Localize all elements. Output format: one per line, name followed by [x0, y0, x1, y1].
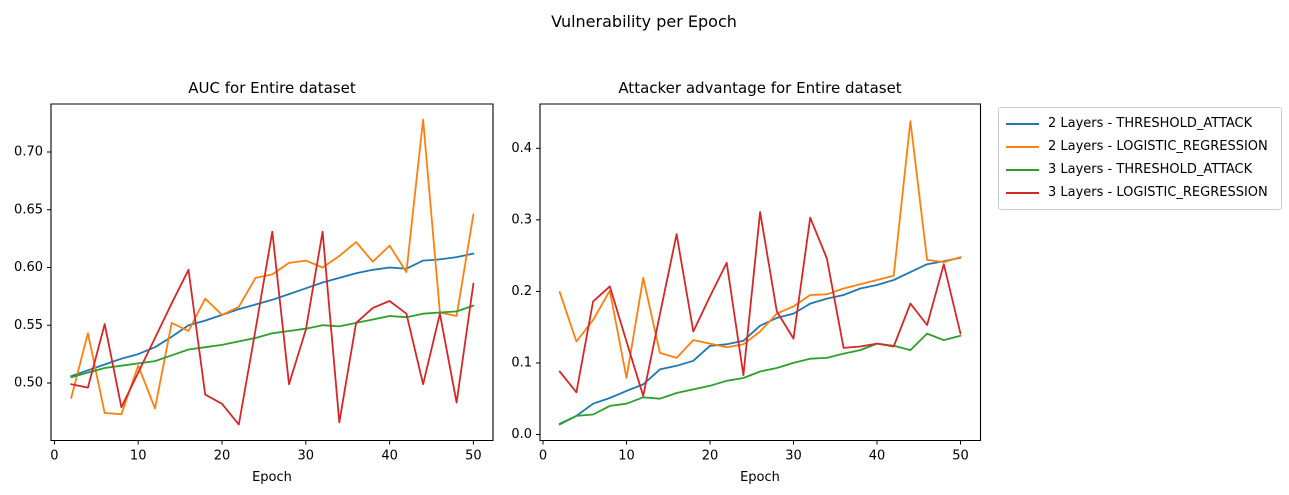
chart-0-line-2-layers-threshold-attack [70, 252, 475, 377]
chart-1-line-2-layers-threshold-attack [558, 256, 962, 425]
legend-item-label: 3 Layers - THRESHOLD_ATTACK [1048, 162, 1253, 177]
right-chart-xlabel: Epoch [740, 470, 780, 485]
legend-item-label: 2 Layers - THRESHOLD_ATTACK [1048, 116, 1253, 131]
legend-item: 3 Layers - THRESHOLD_ATTACK [1006, 158, 1275, 181]
x-tick-label: 50 [952, 449, 969, 464]
chart-1-line-2-layers-logistic-regression [558, 120, 962, 379]
legend: 2 Layers - THRESHOLD_ATTACK 2 Layers - L… [998, 107, 1282, 210]
right-chart-title: Attacker advantage for Entire dataset [618, 79, 902, 97]
legend-line-sample [1006, 191, 1039, 194]
chart-0-line-3-layers-logistic-regression [70, 230, 475, 426]
x-tick-label: 40 [869, 449, 886, 464]
y-tick-label: 0.1 [511, 355, 532, 370]
y-tick-label: 0.65 [14, 202, 43, 217]
legend-item-label: 3 Layers - LOGISTIC_REGRESSION [1048, 185, 1268, 200]
figure-title: Vulnerability per Epoch [551, 12, 737, 31]
chart-0-spines [50, 103, 494, 442]
chart-1-line-3-layers-logistic-regression [558, 211, 962, 397]
legend-item: 2 Layers - THRESHOLD_ATTACK [1006, 112, 1275, 135]
x-tick-label: 40 [381, 449, 398, 464]
x-tick-label: 30 [298, 449, 315, 464]
x-tick-label: 10 [130, 449, 147, 464]
legend-item: 2 Layers - LOGISTIC_REGRESSION [1006, 135, 1275, 158]
legend-line-sample [1006, 168, 1039, 171]
x-tick-label: 20 [702, 449, 719, 464]
x-tick-label: 0 [539, 449, 547, 464]
y-tick-label: 0.70 [14, 145, 43, 160]
left-chart-title: AUC for Entire dataset [188, 79, 356, 97]
y-tick-label: 0.0 [511, 427, 532, 442]
x-tick-label: 10 [618, 449, 635, 464]
y-tick-label: 0.4 [511, 141, 532, 156]
y-tick-label: 0.55 [14, 318, 43, 333]
chart-0-line-2-layers-logistic-regression [70, 118, 475, 416]
legend-item: 3 Layers - LOGISTIC_REGRESSION [1006, 181, 1275, 204]
x-tick-label: 0 [50, 449, 58, 464]
x-tick-label: 50 [465, 449, 482, 464]
y-tick-label: 0.60 [14, 260, 43, 275]
y-tick-label: 0.50 [14, 376, 43, 391]
legend-item-label: 2 Layers - LOGISTIC_REGRESSION [1048, 139, 1268, 154]
chart-1-spines [539, 103, 982, 442]
legend-line-sample [1006, 145, 1039, 148]
x-tick-label: 20 [214, 449, 231, 464]
y-tick-label: 0.3 [511, 212, 532, 227]
left-chart-xlabel: Epoch [252, 470, 292, 485]
y-tick-label: 0.2 [511, 284, 532, 299]
legend-line-sample [1006, 122, 1039, 125]
x-tick-label: 30 [785, 449, 802, 464]
